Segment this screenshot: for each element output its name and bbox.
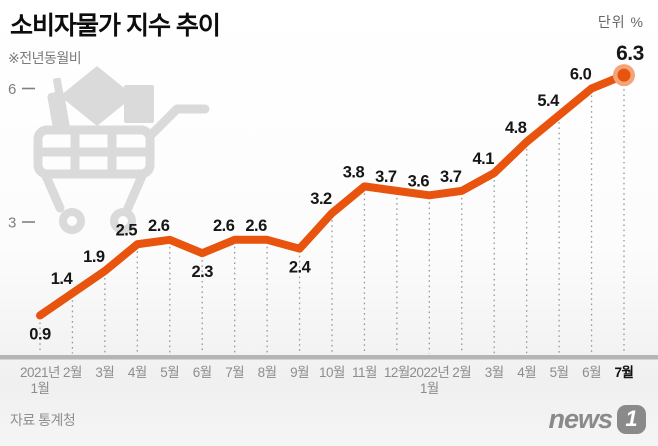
value-label: 3.7 xyxy=(440,168,462,186)
x-axis-label: 3월 xyxy=(485,365,504,380)
value-label: 4.8 xyxy=(505,119,527,137)
x-axis-label: 4월 xyxy=(128,365,147,380)
news1-logo-text: news xyxy=(548,404,613,434)
shopping-cart-watermark-icon xyxy=(33,66,210,234)
value-label: 4.1 xyxy=(472,150,494,168)
y-tick-label: 3 xyxy=(8,215,16,232)
x-axis-label: 2월 xyxy=(63,365,82,380)
value-label: 3.2 xyxy=(310,190,332,208)
drop-lines xyxy=(39,89,625,354)
news1-logo-badge: 1 xyxy=(617,405,646,434)
x-axis-label: 11월 xyxy=(352,365,377,380)
x-axis-label: 7월 xyxy=(615,364,634,380)
unit-label: 단위 % xyxy=(597,14,644,30)
x-axis-label: 5월 xyxy=(160,365,179,380)
value-label: 5.4 xyxy=(537,92,560,110)
x-axis-label: 5월 xyxy=(550,365,569,380)
x-axis-label: 2월 xyxy=(452,365,471,380)
x-axis-label: 7월 xyxy=(225,365,244,380)
value-label: 2.4 xyxy=(289,259,312,277)
x-axis-label: 2021년 xyxy=(20,365,60,380)
news1-logo: news 1 xyxy=(548,405,646,434)
value-label: 1.9 xyxy=(83,248,105,266)
x-axis-label: 1월 xyxy=(420,381,439,396)
value-label: 2.3 xyxy=(192,263,214,281)
value-label: 3.8 xyxy=(343,163,365,181)
x-axis-label: 6월 xyxy=(582,365,601,380)
cpi-trend-line xyxy=(36,71,628,320)
x-axis-label: 2022년 xyxy=(409,365,449,380)
x-axis-label: 1월 xyxy=(31,381,50,396)
value-label: 6.0 xyxy=(570,66,592,84)
source-label: 자료 통계청 xyxy=(10,412,76,428)
chart-note: ※전년동월비 xyxy=(8,50,82,66)
x-axis-label: 10월 xyxy=(319,365,345,380)
x-axis-label: 8월 xyxy=(258,365,277,380)
value-label: 2.6 xyxy=(245,217,267,235)
x-axis-label: 3월 xyxy=(95,365,114,380)
value-label: 2.6 xyxy=(213,217,235,235)
value-label: 2.5 xyxy=(116,221,138,239)
value-label: 2.6 xyxy=(148,217,170,235)
x-axis-label: 12월 xyxy=(384,365,410,380)
page-title: 소비자물가 지수 추이 xyxy=(10,12,221,40)
last-point-marker xyxy=(612,64,635,87)
value-label: 6.3 xyxy=(616,42,644,65)
value-label: 3.6 xyxy=(408,172,430,190)
value-label: 0.9 xyxy=(29,325,51,343)
x-axis-line xyxy=(0,355,658,360)
y-axis-ticks: 36 xyxy=(8,81,35,232)
value-label: 3.7 xyxy=(375,168,397,186)
y-tick-label: 6 xyxy=(8,81,16,98)
x-axis-label: 9월 xyxy=(290,365,309,380)
marker-dot xyxy=(617,68,631,82)
value-label: 1.4 xyxy=(51,270,74,288)
data-line xyxy=(36,71,628,320)
x-axis-label: 4월 xyxy=(517,365,536,380)
value-labels: 0.9 1.4 1.9 2.5 2.6 2.3 2.6 2.6 2.4 3.2 3.8 3.7 3.6 3… xyxy=(29,42,644,343)
x-axis-label: 6월 xyxy=(193,365,212,380)
